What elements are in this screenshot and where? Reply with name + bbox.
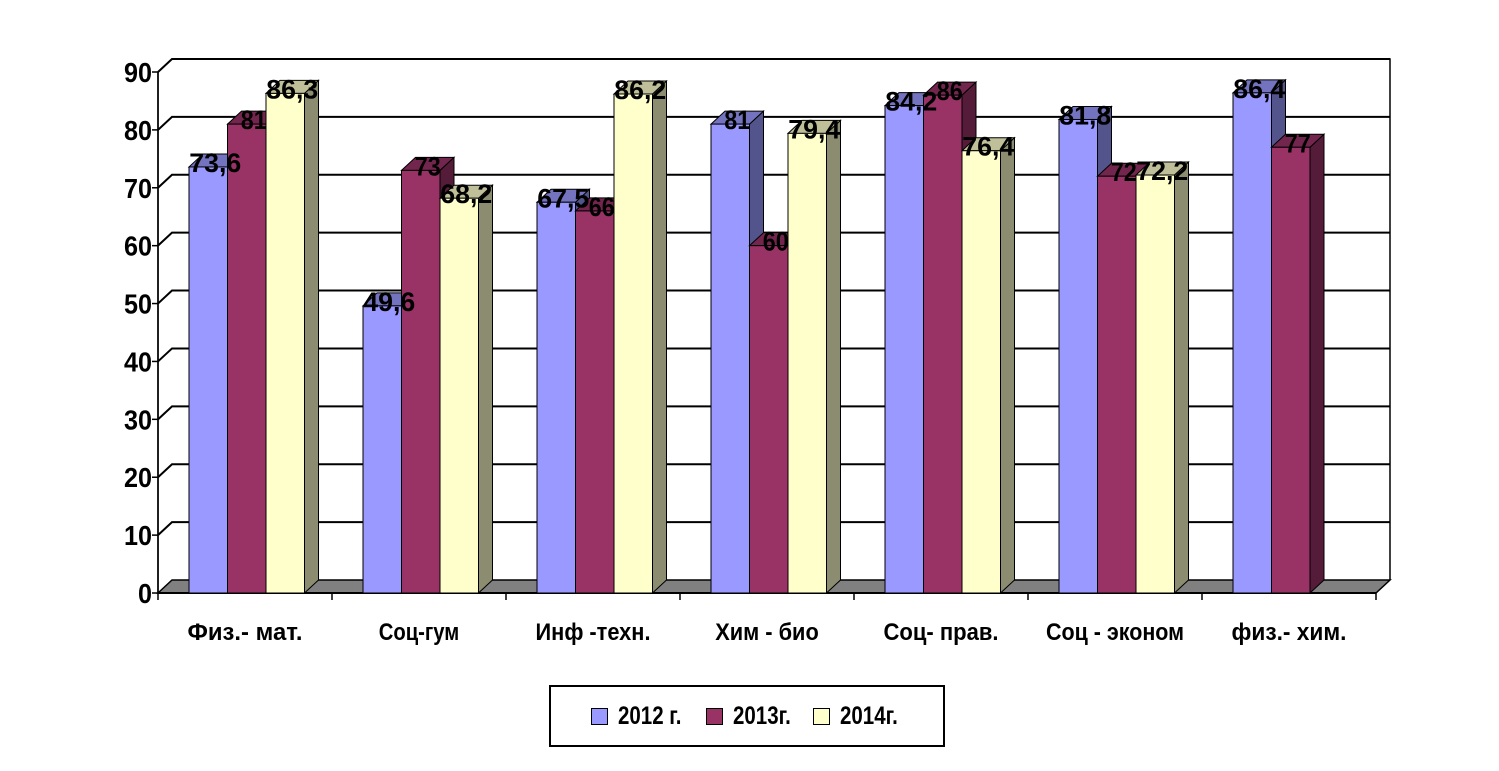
- legend-label-2014: 2014г.: [840, 701, 899, 730]
- bar-front: [575, 210, 615, 594]
- gridline: [157, 115, 1390, 131]
- x-tick-label: Физ.- мат.: [188, 619, 303, 646]
- bar-front: [1232, 92, 1272, 594]
- data-label: 86,4: [1233, 74, 1285, 104]
- data-label: 81: [241, 105, 267, 135]
- x-tick-label: Инф -техн.: [536, 619, 651, 646]
- data-label: 60: [763, 227, 789, 257]
- legend-swatch-2014: [813, 707, 831, 725]
- data-label: 49,6: [363, 287, 415, 317]
- bar-front: [188, 166, 228, 594]
- legend-item-2013: 2013г.: [705, 701, 795, 731]
- bar-front: [710, 123, 750, 594]
- bar-front: [1058, 118, 1098, 594]
- x-tick-label: Соц - эконом: [1046, 619, 1184, 646]
- bar-front: [362, 305, 402, 594]
- gridlines: [157, 58, 1390, 536]
- bar-side: [826, 119, 841, 595]
- legend-item-2014: 2014г.: [813, 702, 902, 731]
- legend-label-2013: 2013г.: [732, 701, 791, 730]
- bar-front: [439, 197, 479, 594]
- y-tick-label: 60: [124, 231, 152, 262]
- legend: 2012 г. 2013г. 2014г.: [549, 685, 945, 747]
- data-label: 68,2: [440, 179, 492, 209]
- y-tick-label: 90: [124, 57, 152, 88]
- data-label: 86,3: [266, 74, 318, 104]
- bar: [612, 79, 668, 595]
- data-label: 86,2: [614, 75, 666, 105]
- bar: [1270, 133, 1326, 595]
- x-tick-label: физ.- хим.: [1232, 619, 1347, 646]
- bar-side: [304, 79, 319, 595]
- bar-side: [652, 79, 667, 595]
- data-label: 86: [937, 76, 963, 106]
- bar: [786, 119, 842, 595]
- bar-front: [1271, 146, 1311, 594]
- legend-swatch-2012: [591, 707, 609, 725]
- bar: [1134, 160, 1190, 595]
- bar-front: [227, 123, 267, 594]
- data-label: 77: [1285, 128, 1311, 158]
- y-tick-label: 50: [124, 289, 152, 320]
- data-label: 81: [724, 105, 750, 135]
- data-label: 76,4: [962, 132, 1014, 162]
- data-label: 67,5: [537, 183, 589, 213]
- bar-side: [1309, 133, 1325, 595]
- y-tick-label: 70: [124, 173, 152, 204]
- gridline: [157, 58, 1390, 73]
- bar: [438, 184, 494, 595]
- x-tick-label: Соц- прав.: [884, 619, 999, 646]
- bar-front: [401, 169, 441, 594]
- data-label: 72,2: [1136, 156, 1188, 186]
- y-axis: 0 10 20 30 40 50 60 70 80 90: [124, 57, 159, 609]
- bar-side: [478, 184, 493, 595]
- bar-front: [787, 132, 827, 594]
- data-label: 66: [589, 192, 615, 222]
- bar: [264, 79, 320, 595]
- data-label: 79,4: [788, 114, 840, 144]
- bar-front: [1097, 175, 1137, 594]
- x-axis-labels: Физ.- мат. Соц-гум Инф -техн. Хим - био Соц-…: [188, 619, 1347, 646]
- bar-side: [1000, 136, 1015, 595]
- legend-item-2012: 2012 г.: [591, 702, 687, 731]
- legend-label-2012: 2012 г.: [618, 701, 682, 730]
- data-label: 73: [415, 151, 441, 181]
- y-tick-label: 0: [138, 578, 152, 609]
- bar-front: [923, 94, 963, 594]
- bars: [187, 78, 1326, 595]
- x-tick-label: Хим - био: [715, 619, 819, 646]
- y-tick-label: 10: [124, 520, 152, 551]
- legend-swatch-2013: [705, 707, 723, 725]
- data-label: 84,2: [885, 87, 937, 117]
- bar-side: [1174, 160, 1189, 595]
- bar-front: [265, 92, 305, 594]
- data-label: 73,6: [189, 148, 241, 178]
- y-tick-label: 20: [124, 462, 152, 493]
- bar-front: [884, 105, 924, 594]
- gridline: [157, 173, 1390, 189]
- y-tick-label: 80: [124, 115, 152, 146]
- data-label: 72: [1111, 157, 1137, 187]
- bar-front: [536, 201, 576, 594]
- bar-front: [613, 93, 653, 594]
- x-tick-label: Соц-гум: [379, 619, 460, 646]
- bar-front: [961, 150, 1001, 594]
- data-label: 81,8: [1059, 100, 1111, 130]
- bar: [960, 136, 1016, 595]
- bar-front: [1135, 174, 1175, 594]
- bar-front: [749, 245, 789, 594]
- y-tick-label: 30: [124, 404, 152, 435]
- y-tick-label: 40: [124, 346, 152, 377]
